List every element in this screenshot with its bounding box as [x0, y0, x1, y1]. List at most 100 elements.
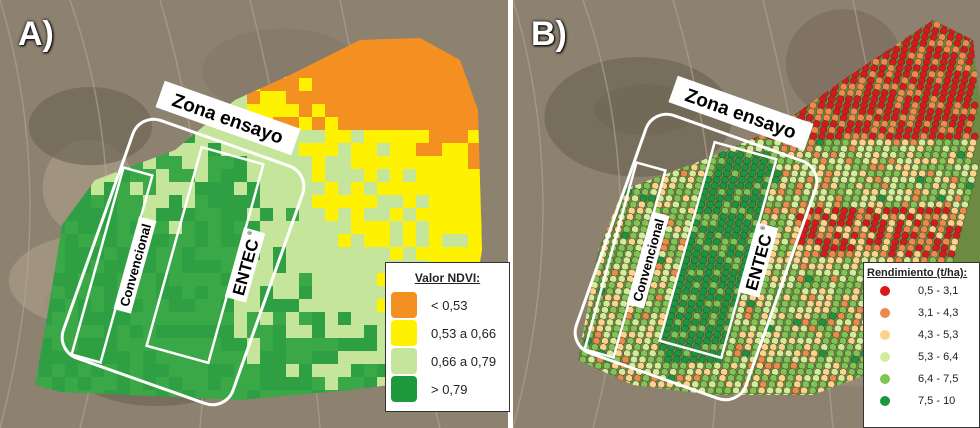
ndvi-cell	[221, 234, 235, 248]
ndvi-cell	[156, 156, 170, 170]
ndvi-cell	[286, 312, 300, 326]
ndvi-cell	[182, 377, 196, 391]
ndvi-cell	[208, 195, 222, 209]
legend-swatch	[391, 292, 417, 318]
ndvi-cell	[351, 312, 365, 326]
ndvi-cell	[455, 78, 469, 92]
ndvi-cell	[390, 182, 404, 196]
ndvi-cell	[273, 377, 287, 391]
ndvi-cell	[195, 286, 209, 300]
ndvi-cell	[429, 195, 443, 209]
ndvi-cell	[91, 312, 105, 326]
ndvi-cell	[455, 221, 469, 235]
ndvi-cell	[338, 182, 352, 196]
ndvi-cell	[273, 312, 287, 326]
ndvi-cell	[416, 104, 430, 118]
ndvi-cell	[182, 325, 196, 339]
ndvi-cell	[260, 338, 274, 352]
ndvi-cell	[455, 156, 469, 170]
legend-item: < 0,53	[391, 291, 509, 319]
ndvi-cell	[403, 247, 417, 261]
ndvi-cell	[247, 299, 261, 313]
ndvi-cell	[325, 104, 339, 118]
ndvi-cell	[429, 65, 443, 79]
terrain-patch	[544, 57, 733, 177]
ndvi-cell	[247, 169, 261, 183]
ndvi-cell	[325, 143, 339, 157]
ndvi-cell	[325, 364, 339, 378]
ndvi-cell	[429, 143, 443, 157]
ndvi-cell	[312, 91, 326, 105]
ndvi-cell	[351, 78, 365, 92]
ndvi-cell	[286, 247, 300, 261]
ndvi-cell	[442, 143, 456, 157]
ndvi-cell	[208, 182, 222, 196]
ndvi-cell	[78, 221, 92, 235]
ndvi-cell	[65, 247, 79, 261]
ndvi-cell	[273, 182, 287, 196]
ndvi-cell	[299, 273, 313, 287]
ndvi-cell	[377, 117, 391, 131]
ndvi-cell	[455, 195, 469, 209]
ndvi-cell	[390, 208, 404, 222]
ndvi-cell	[416, 78, 430, 92]
ndvi-cell	[377, 234, 391, 248]
ndvi-cell	[377, 143, 391, 157]
registered-mark: ®	[759, 224, 767, 231]
ndvi-cell	[273, 221, 287, 235]
ndvi-cell	[78, 234, 92, 248]
ndvi-cell	[156, 390, 170, 400]
ndvi-cell	[312, 325, 326, 339]
ndvi-cell	[299, 351, 313, 365]
ndvi-cell	[221, 156, 235, 170]
ndvi-cell	[312, 221, 326, 235]
ndvi-cell	[377, 91, 391, 105]
ndvi-cell	[182, 247, 196, 261]
ndvi-cell	[117, 234, 131, 248]
ndvi-cell	[247, 286, 261, 300]
legend-label: 0,66 a 0,79	[431, 353, 497, 369]
ndvi-cell	[286, 390, 300, 400]
ndvi-cell	[91, 299, 105, 313]
ndvi-cell	[299, 78, 313, 92]
ndvi-cell	[286, 234, 300, 248]
ndvi-cell	[260, 182, 274, 196]
ndvi-cell	[312, 104, 326, 118]
panel-label: A)	[18, 15, 54, 53]
ndvi-cell	[117, 208, 131, 222]
ndvi-cell	[299, 156, 313, 170]
ndvi-cell	[338, 169, 352, 183]
legend-swatch	[391, 376, 417, 402]
ndvi-cell	[416, 117, 430, 131]
ndvi-cell	[260, 247, 274, 261]
ndvi-cell	[195, 169, 209, 183]
ndvi-cell	[299, 234, 313, 248]
legend-item: 4,3 - 5,3	[880, 324, 979, 346]
ndvi-cell	[117, 195, 131, 209]
ndvi-cell	[338, 143, 352, 157]
ndvi-cell	[260, 169, 274, 183]
ndvi-cell	[169, 182, 183, 196]
ndvi-cell	[416, 195, 430, 209]
ndvi-cell	[364, 143, 378, 157]
ndvi-cell	[65, 260, 79, 274]
ndvi-cell	[117, 377, 131, 391]
ndvi-cell	[52, 312, 66, 326]
ndvi-cell	[299, 117, 313, 131]
legend-item: 0,5 - 3,1	[880, 280, 979, 302]
ndvi-cell	[182, 234, 196, 248]
ndvi-cell	[260, 325, 274, 339]
ndvi-cell	[403, 104, 417, 118]
ndvi-cell	[429, 130, 443, 144]
ndvi-cell	[338, 377, 352, 391]
ndvi-cell	[91, 208, 105, 222]
ndvi-cell	[221, 325, 235, 339]
ndvi-cell	[104, 247, 118, 261]
ndvi-cell	[312, 130, 326, 144]
ndvi-cell	[260, 91, 274, 105]
ndvi-cell	[221, 182, 235, 196]
ndvi-cell	[351, 182, 365, 196]
ndvi-cell	[312, 364, 326, 378]
ndvi-cell	[416, 208, 430, 222]
label-box	[224, 227, 266, 303]
